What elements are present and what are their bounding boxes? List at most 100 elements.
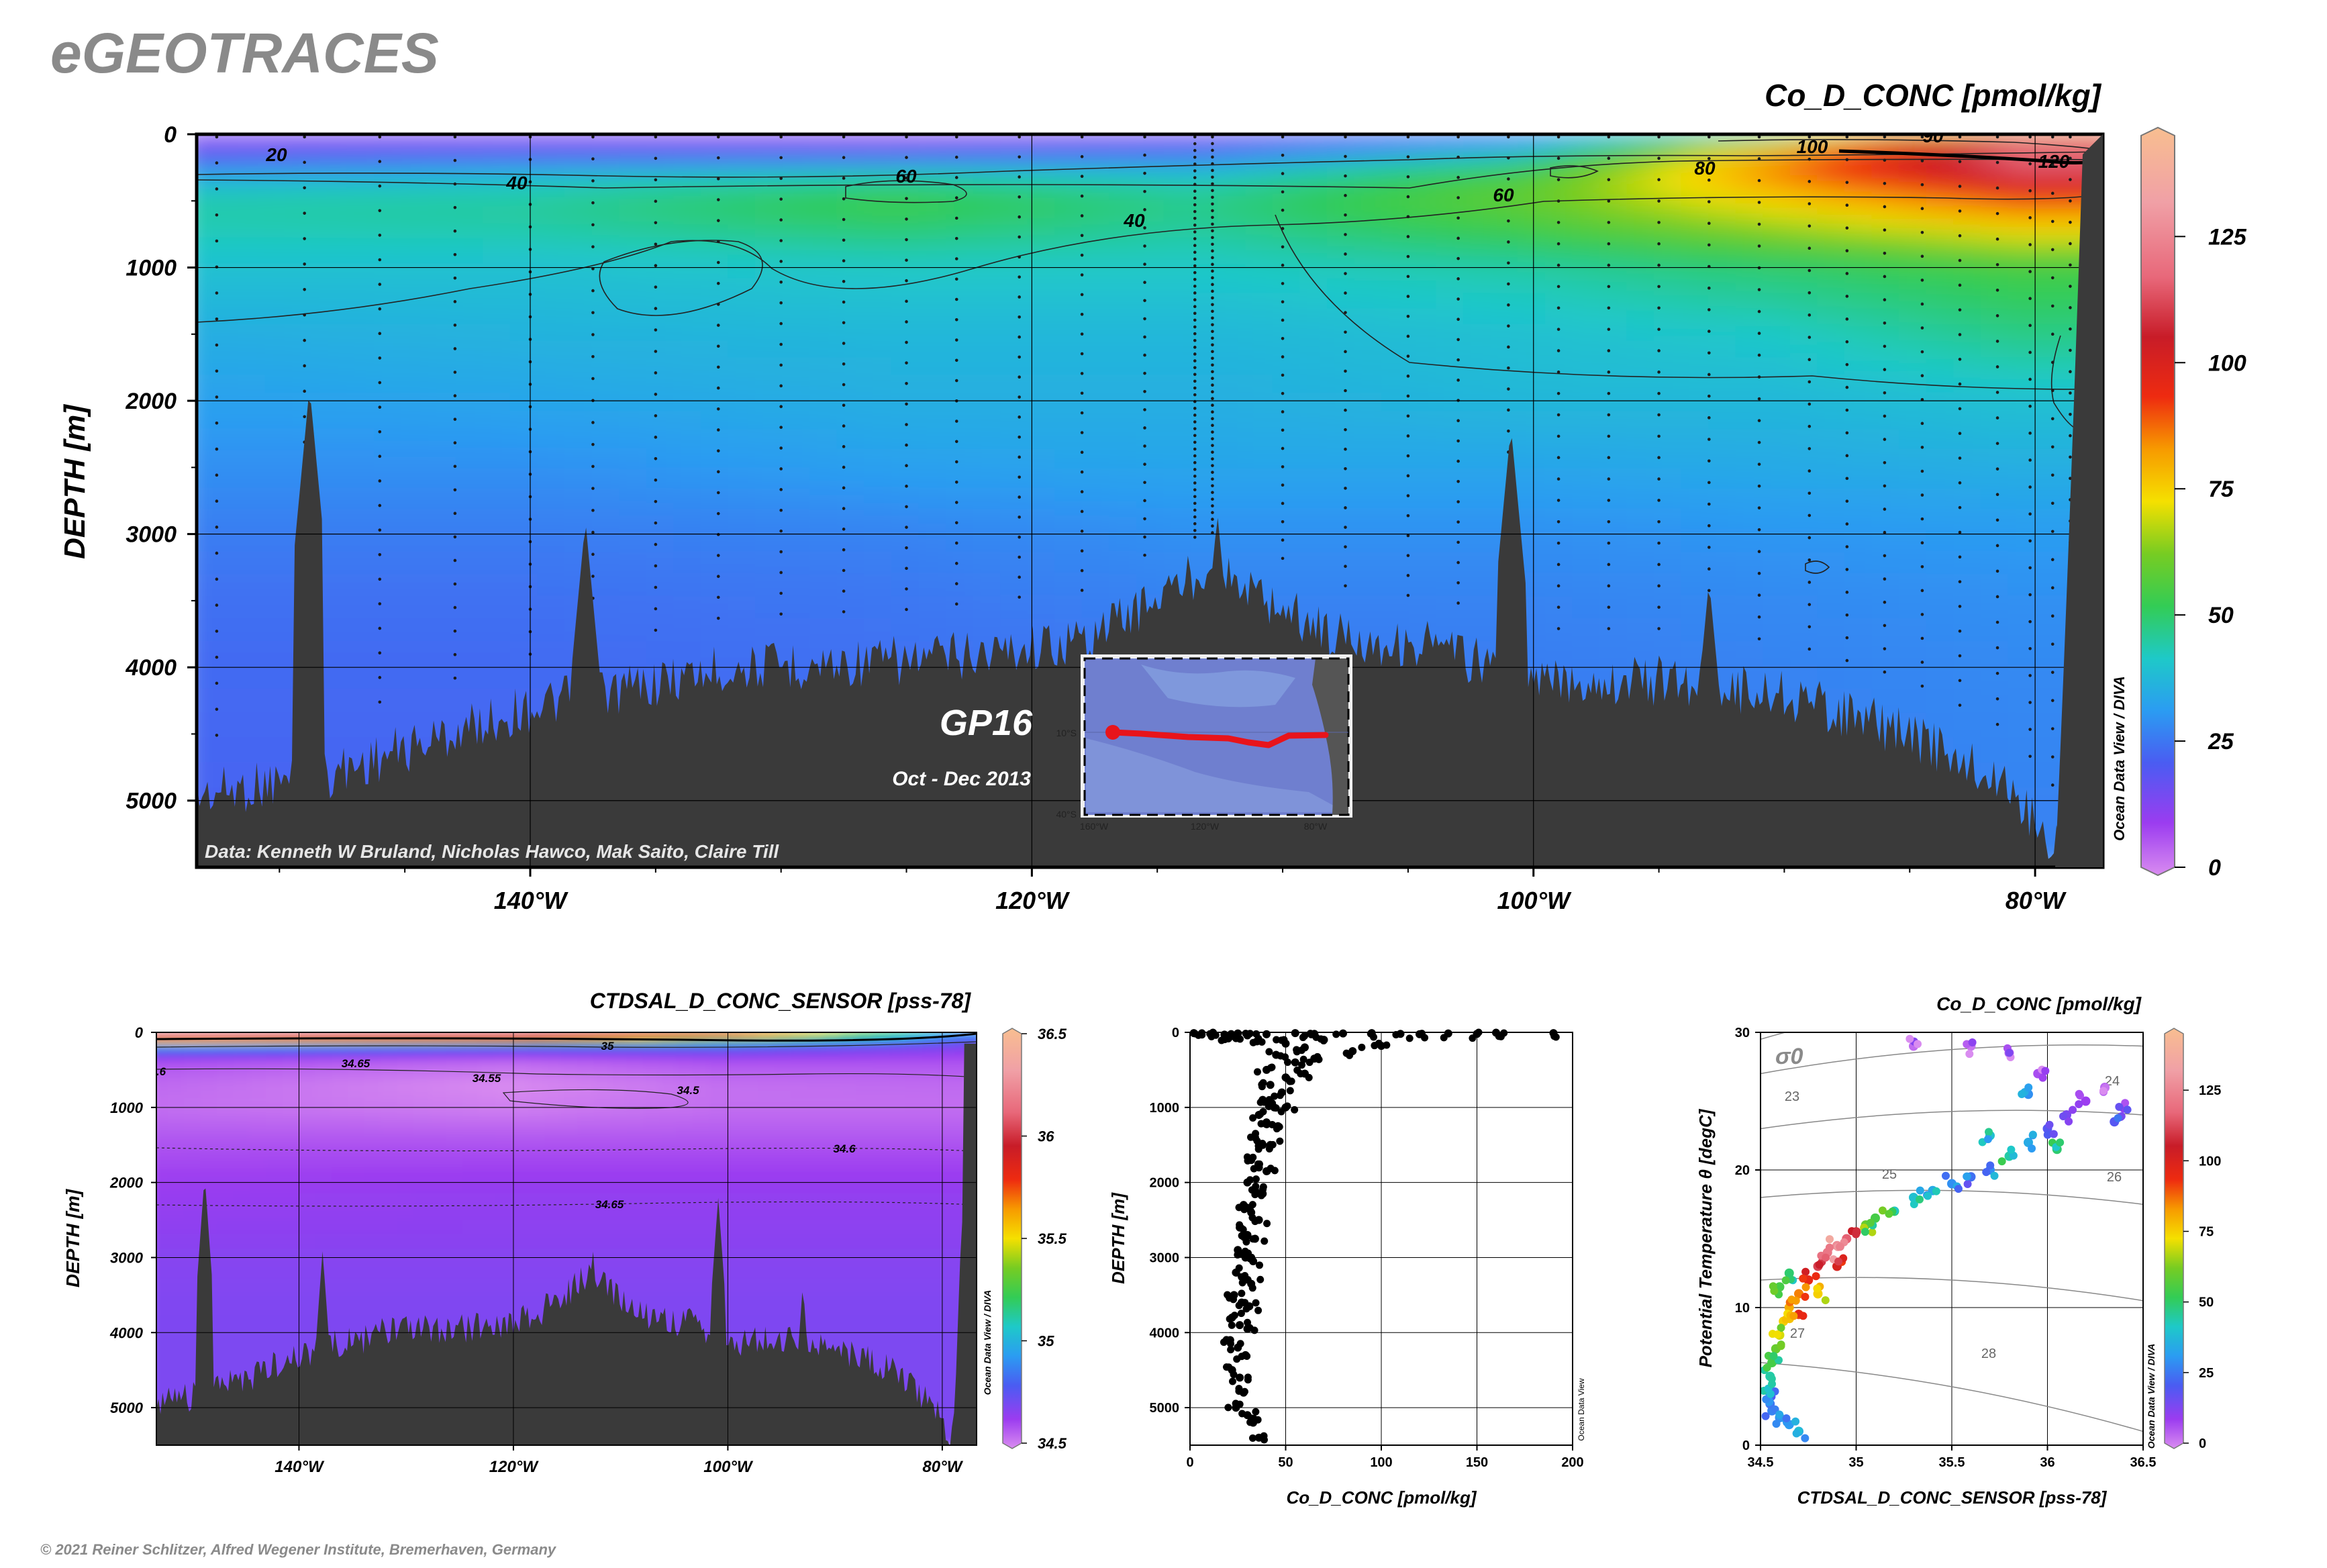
sample-dot: [2050, 304, 2054, 308]
sample-dot: [1883, 228, 1887, 232]
sample-dot: [2028, 593, 2032, 597]
sample-dot: [1143, 371, 1146, 375]
sample-dot: [1757, 397, 1761, 401]
sample-dot: [1920, 565, 1924, 569]
field-cell: [183, 1063, 211, 1071]
field-cell: [348, 1044, 375, 1050]
field-cell: [249, 1038, 277, 1042]
sample-dot: [1344, 369, 1347, 373]
sample-dot: [1344, 350, 1347, 354]
field-cell: [462, 1069, 490, 1077]
sample-dot: [842, 528, 846, 531]
sample-dot: [1193, 501, 1197, 505]
sample-dot: [1507, 387, 1510, 391]
field-cell: [918, 138, 973, 146]
field-cell: [216, 1044, 244, 1050]
field-cell: [1463, 138, 1518, 146]
sample-dot: [591, 464, 595, 469]
sample-dot: [1018, 595, 1021, 599]
field-cell: [348, 1040, 375, 1046]
field-cell: [495, 1048, 523, 1055]
field-cell: [249, 1044, 277, 1050]
field-cell: [315, 1038, 342, 1042]
sample-dot: [1211, 343, 1214, 347]
field-cell: [537, 134, 591, 141]
field-cell: [331, 1052, 359, 1059]
field-cell: [1191, 134, 1245, 141]
sample-dot: [1920, 541, 1924, 545]
sample-dot: [1080, 549, 1084, 553]
sample-dot: [1556, 349, 1561, 352]
sample-dot: [1707, 179, 1711, 182]
sample-dot: [2069, 178, 2072, 181]
sample-dot: [1193, 338, 1197, 342]
field-cell: [462, 1038, 490, 1042]
sample-dot: [1018, 315, 1021, 319]
sample-dot: [1344, 330, 1347, 334]
field-cell: [216, 1034, 244, 1038]
field-cell: [156, 1036, 179, 1040]
field-cell: [1327, 134, 1381, 141]
field-cell: [167, 1069, 195, 1077]
sample-dot: [1211, 464, 1214, 467]
field-cell: [315, 1052, 342, 1059]
sample-dot: [1757, 506, 1761, 509]
sample-dot: [1556, 178, 1561, 181]
sample-dot: [1883, 321, 1887, 325]
sample-dot: [842, 486, 846, 490]
contour-label: 40: [1123, 210, 1145, 231]
colorbar-tick-label: 100: [2208, 350, 2246, 376]
sample-dot: [1995, 646, 1999, 650]
sample-dot: [905, 587, 908, 591]
sample-dot: [1193, 264, 1197, 268]
sample-dot: [654, 328, 658, 332]
field-cell: [413, 1038, 441, 1042]
field-cell: [348, 1057, 375, 1065]
sample-dot: [1958, 505, 1962, 509]
sample-dot: [591, 289, 595, 293]
sample-dot: [1211, 484, 1214, 487]
sample-dot: [1920, 660, 1924, 664]
sample-dot: [1456, 317, 1460, 322]
sample-dot: [1995, 697, 1999, 701]
field-cell: [266, 1040, 293, 1046]
sample-dot: [1344, 428, 1347, 432]
field-cell: [1163, 134, 1218, 141]
sample-dot: [378, 160, 382, 163]
field-cell: [462, 1048, 490, 1055]
field-cell: [200, 1052, 228, 1059]
sample-dot: [905, 176, 908, 180]
sample-dot: [1211, 296, 1214, 300]
field-cell: [891, 134, 946, 141]
field-cell: [331, 1057, 359, 1065]
field-cell: [233, 1040, 260, 1046]
sample-dot: [905, 299, 908, 303]
contour-line: [197, 158, 2103, 189]
sample-dot: [1211, 148, 1214, 152]
sample-dot: [905, 361, 908, 364]
field-cell: [1518, 134, 1572, 141]
sample-dot: [842, 156, 846, 160]
field-cell: [315, 1069, 342, 1077]
field-cell: [381, 1040, 408, 1046]
sample-dot: [1920, 302, 1924, 306]
sample-dot: [716, 554, 720, 557]
sample-dot: [954, 358, 958, 362]
colorbar-tick-label: 125: [2208, 224, 2247, 250]
field-cell: [1626, 134, 1681, 141]
sample-dot: [779, 384, 783, 388]
sample-dot: [1920, 374, 1924, 377]
sample-dot: [1920, 589, 1924, 593]
sample-dot: [779, 550, 783, 554]
sample-dot: [2028, 216, 2032, 219]
sample-dot: [1456, 520, 1460, 524]
sample-dot: [1018, 275, 1021, 279]
sample-dot: [378, 209, 382, 213]
sample-dot: [1211, 511, 1214, 514]
field-cell: [1027, 134, 1082, 141]
field-cell: [319, 138, 374, 146]
sample-dot: [1556, 221, 1561, 224]
sample-dot: [215, 369, 219, 373]
